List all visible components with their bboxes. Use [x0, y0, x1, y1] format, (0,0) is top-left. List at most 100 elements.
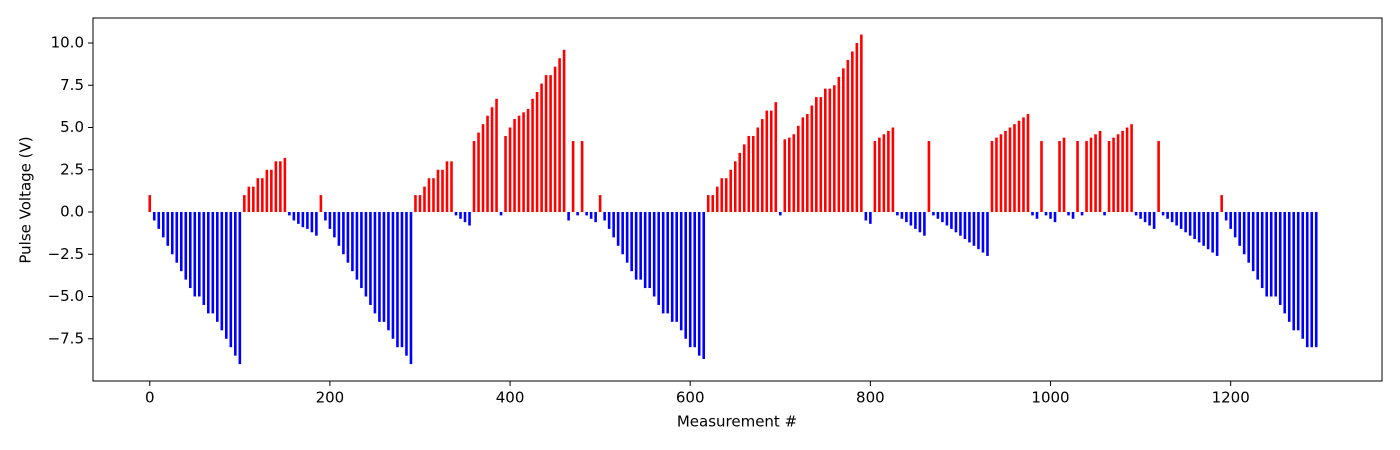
bar [1224, 212, 1228, 221]
bar [274, 161, 278, 213]
bar [193, 212, 197, 297]
bar [1152, 212, 1156, 229]
bar [747, 135, 751, 213]
bar [1058, 141, 1061, 213]
bar [261, 178, 264, 213]
bar [1193, 212, 1196, 240]
bar [616, 212, 620, 246]
bar [729, 169, 733, 213]
bar [256, 178, 260, 213]
bar [1278, 212, 1282, 305]
bar [1310, 212, 1314, 348]
bar [247, 186, 251, 213]
bar [378, 212, 381, 322]
bar [1175, 212, 1178, 226]
bar [1053, 212, 1057, 223]
bar [1274, 212, 1278, 297]
bar [292, 212, 296, 221]
bar [648, 212, 651, 289]
bar [279, 161, 282, 213]
bar [1314, 212, 1318, 348]
y-tick-label: −5.0 [48, 287, 84, 305]
bar [972, 212, 976, 246]
plot-frame [92, 17, 1383, 382]
bar [441, 169, 444, 213]
bar [360, 212, 363, 289]
bar [400, 212, 404, 348]
bar [369, 212, 372, 305]
bar [1157, 141, 1160, 213]
bar [990, 141, 994, 213]
bar [409, 212, 413, 365]
bar [1076, 141, 1079, 213]
bar [418, 195, 422, 213]
bar [733, 161, 737, 213]
bar [1215, 212, 1219, 256]
bar [490, 107, 494, 213]
bar [315, 212, 318, 236]
bar [517, 115, 521, 213]
bar [495, 98, 498, 213]
bar [1035, 212, 1039, 219]
bar [891, 127, 895, 213]
x-tick-label: 1000 [1031, 389, 1069, 407]
bar [693, 212, 697, 348]
bar [522, 112, 525, 213]
bar [959, 212, 962, 236]
bar [954, 212, 958, 233]
bar [828, 88, 832, 213]
bar [445, 161, 449, 213]
bar [837, 76, 841, 213]
bar [905, 212, 908, 223]
bar [833, 85, 836, 213]
x-axis-label: Measurement # [677, 413, 797, 431]
bar [801, 117, 805, 213]
bar [229, 212, 233, 348]
bar [589, 212, 593, 219]
bar [585, 212, 588, 216]
bar [436, 169, 440, 213]
bar [553, 66, 557, 213]
bar [319, 195, 323, 213]
bar [1220, 195, 1223, 213]
bar [1170, 212, 1174, 223]
bar [787, 137, 791, 213]
bar [643, 212, 647, 289]
bar [342, 212, 345, 255]
bar [697, 212, 701, 356]
bar [639, 212, 642, 280]
bar [1247, 212, 1250, 263]
bar [391, 212, 395, 339]
bar [1287, 212, 1291, 322]
x-tick-label: 0 [145, 389, 155, 407]
bar [549, 75, 552, 213]
bar [1260, 212, 1264, 289]
bar [1112, 137, 1115, 213]
bar [792, 134, 796, 213]
bar [252, 186, 255, 213]
bar [355, 212, 359, 280]
bar [670, 212, 674, 322]
bar [652, 212, 656, 297]
bar [760, 119, 764, 213]
bar [166, 212, 170, 246]
bar [783, 139, 787, 213]
bar [1161, 212, 1165, 216]
bar [936, 212, 940, 219]
bar [1094, 134, 1097, 213]
bar [607, 212, 611, 229]
bar [211, 212, 215, 314]
bar [1265, 212, 1269, 297]
bar [1251, 212, 1255, 272]
bar [594, 212, 597, 223]
bar [1125, 127, 1129, 213]
bar [887, 130, 890, 213]
bar [909, 212, 913, 226]
bar [486, 115, 489, 213]
bar [923, 212, 926, 236]
bar [927, 141, 931, 213]
bar [463, 212, 467, 223]
bar [324, 212, 327, 221]
bar [765, 110, 769, 213]
bar [1143, 212, 1147, 223]
